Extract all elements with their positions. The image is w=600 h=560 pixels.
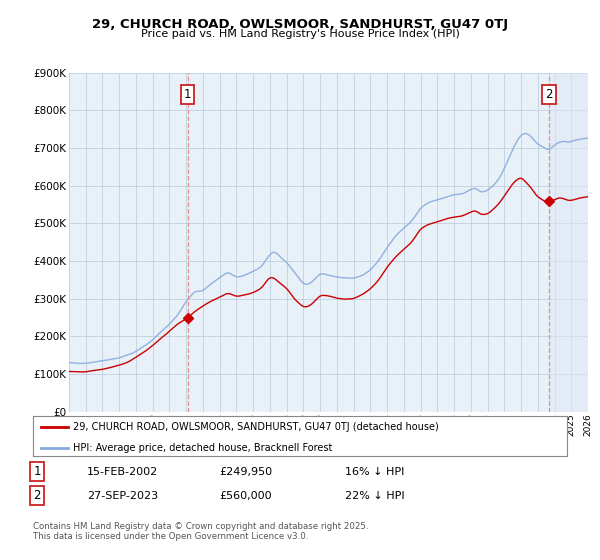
Text: 22% ↓ HPI: 22% ↓ HPI (345, 491, 404, 501)
Text: 16% ↓ HPI: 16% ↓ HPI (345, 466, 404, 477)
Text: 27-SEP-2023: 27-SEP-2023 (87, 491, 158, 501)
Bar (549, 73, 588, 412)
Text: Price paid vs. HM Land Registry's House Price Index (HPI): Price paid vs. HM Land Registry's House … (140, 29, 460, 39)
Text: 1: 1 (184, 88, 191, 101)
Text: £560,000: £560,000 (219, 491, 272, 501)
Text: 29, CHURCH ROAD, OWLSMOOR, SANDHURST, GU47 0TJ: 29, CHURCH ROAD, OWLSMOOR, SANDHURST, GU… (92, 18, 508, 31)
Text: £249,950: £249,950 (219, 466, 272, 477)
Text: 29, CHURCH ROAD, OWLSMOOR, SANDHURST, GU47 0TJ (detached house): 29, CHURCH ROAD, OWLSMOOR, SANDHURST, GU… (73, 422, 439, 432)
Text: Contains HM Land Registry data © Crown copyright and database right 2025.
This d: Contains HM Land Registry data © Crown c… (33, 522, 368, 542)
Text: HPI: Average price, detached house, Bracknell Forest: HPI: Average price, detached house, Brac… (73, 442, 332, 452)
Text: 2: 2 (545, 88, 553, 101)
Text: 15-FEB-2002: 15-FEB-2002 (87, 466, 158, 477)
Text: 1: 1 (34, 465, 41, 478)
Text: 2: 2 (34, 489, 41, 502)
